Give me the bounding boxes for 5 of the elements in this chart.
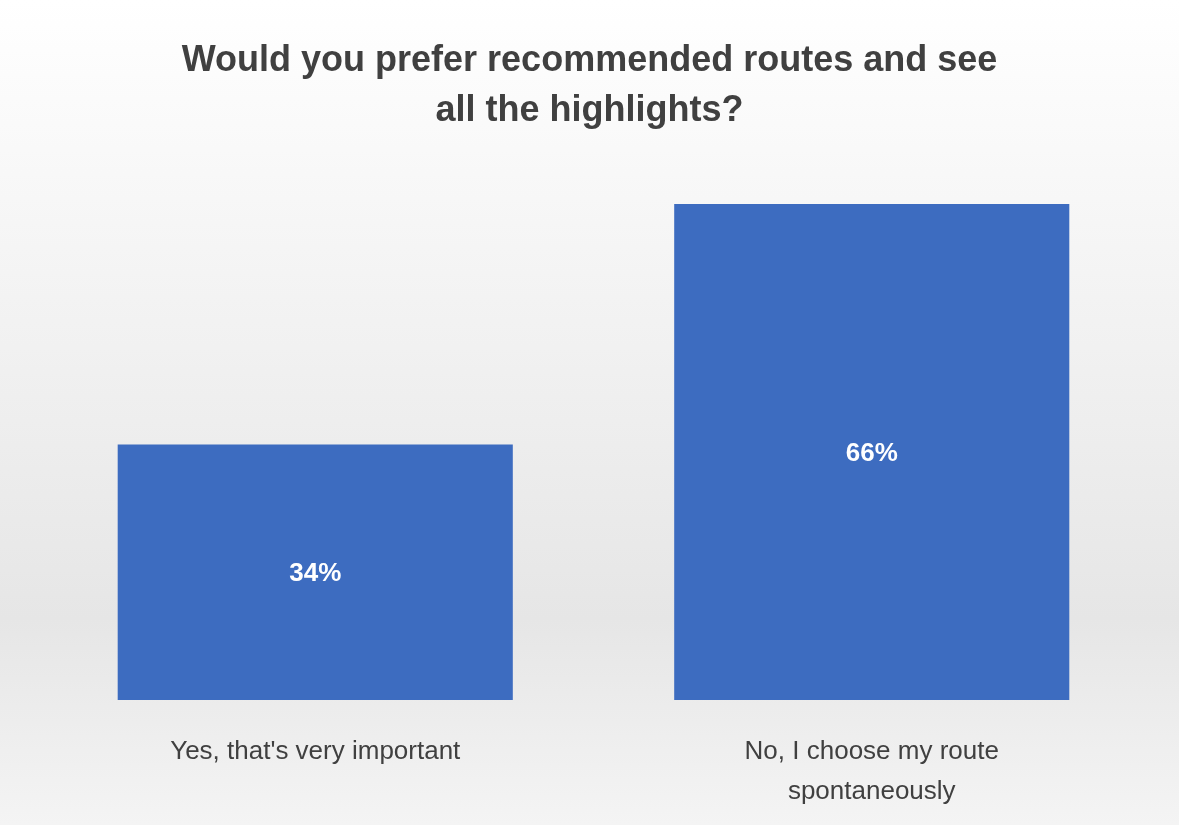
x-tick-label: Yes, that's very important	[170, 735, 462, 765]
x-tick-label: No, I choose my route spontaneously	[744, 735, 999, 805]
data-label: 34%	[289, 557, 342, 588]
chart-title: Would you prefer recommended routes and see all the highlights?	[181, 37, 998, 129]
data-label: 66%	[845, 437, 898, 467]
